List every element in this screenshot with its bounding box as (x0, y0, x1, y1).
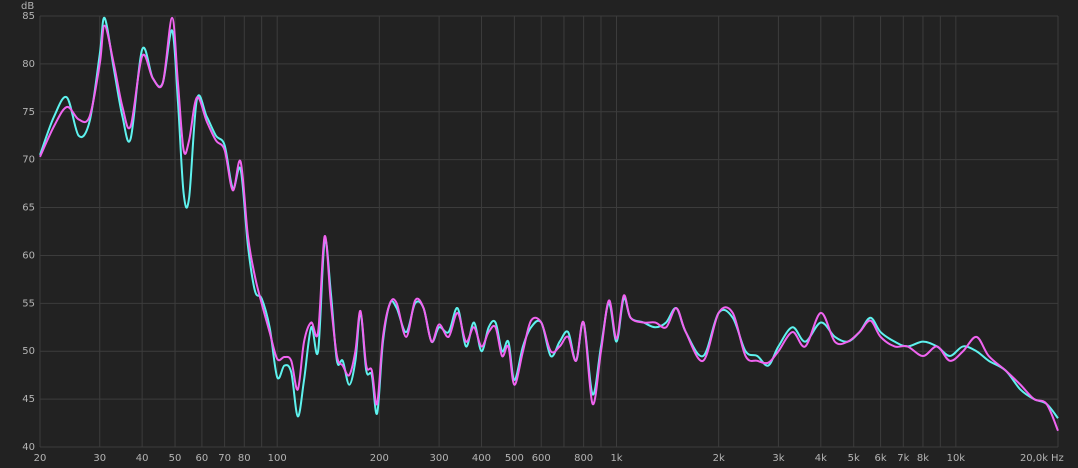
x-tick-label: 500 (505, 453, 524, 464)
x-tick-label: 20,0k (1020, 453, 1048, 464)
x-tick-label: 4k (815, 453, 827, 464)
x-tick-label: 20 (34, 453, 47, 464)
x-tick-label: 1k (610, 453, 622, 464)
x-tick-label: 300 (430, 453, 449, 464)
y-tick-label: 45 (22, 394, 35, 405)
x-tick-label: 10k (947, 453, 966, 464)
y-unit: dB (21, 1, 34, 12)
response-line (39, 16, 1059, 419)
x-tick-label: 400 (472, 453, 491, 464)
y-tick-label: 85 (22, 11, 35, 22)
x-tick-label: 100 (268, 453, 287, 464)
x-tick-label: 50 (169, 453, 182, 464)
y-tick-label: 60 (22, 250, 35, 261)
y-tick-label: 75 (22, 107, 35, 118)
y-tick-label: 70 (22, 155, 35, 166)
y-tick-label: 50 (22, 346, 35, 357)
y-tick-label: 65 (22, 203, 35, 214)
x-tick-label: 6k (874, 453, 886, 464)
x-tick-label: 2k (713, 453, 725, 464)
response-line (39, 16, 1059, 432)
x-tick-label: 800 (574, 453, 593, 464)
x-tick-label: 70 (218, 453, 231, 464)
x-tick-label: 8k (917, 453, 929, 464)
y-tick-label: 80 (22, 59, 35, 70)
x-tick-label: 7k (897, 453, 909, 464)
y-tick-label: 40 (22, 442, 35, 453)
y-tick-label: 55 (22, 298, 35, 309)
x-tick-label: 5k (848, 453, 860, 464)
x-tick-label: 40 (136, 453, 149, 464)
x-unit: Hz (1051, 453, 1064, 464)
x-tick-label: 60 (196, 453, 209, 464)
x-tick-label: 200 (370, 453, 389, 464)
x-tick-label: 600 (532, 453, 551, 464)
x-tick-label: 3k (772, 453, 784, 464)
x-tick-label: 30 (93, 453, 106, 464)
x-tick-label: 80 (238, 453, 251, 464)
